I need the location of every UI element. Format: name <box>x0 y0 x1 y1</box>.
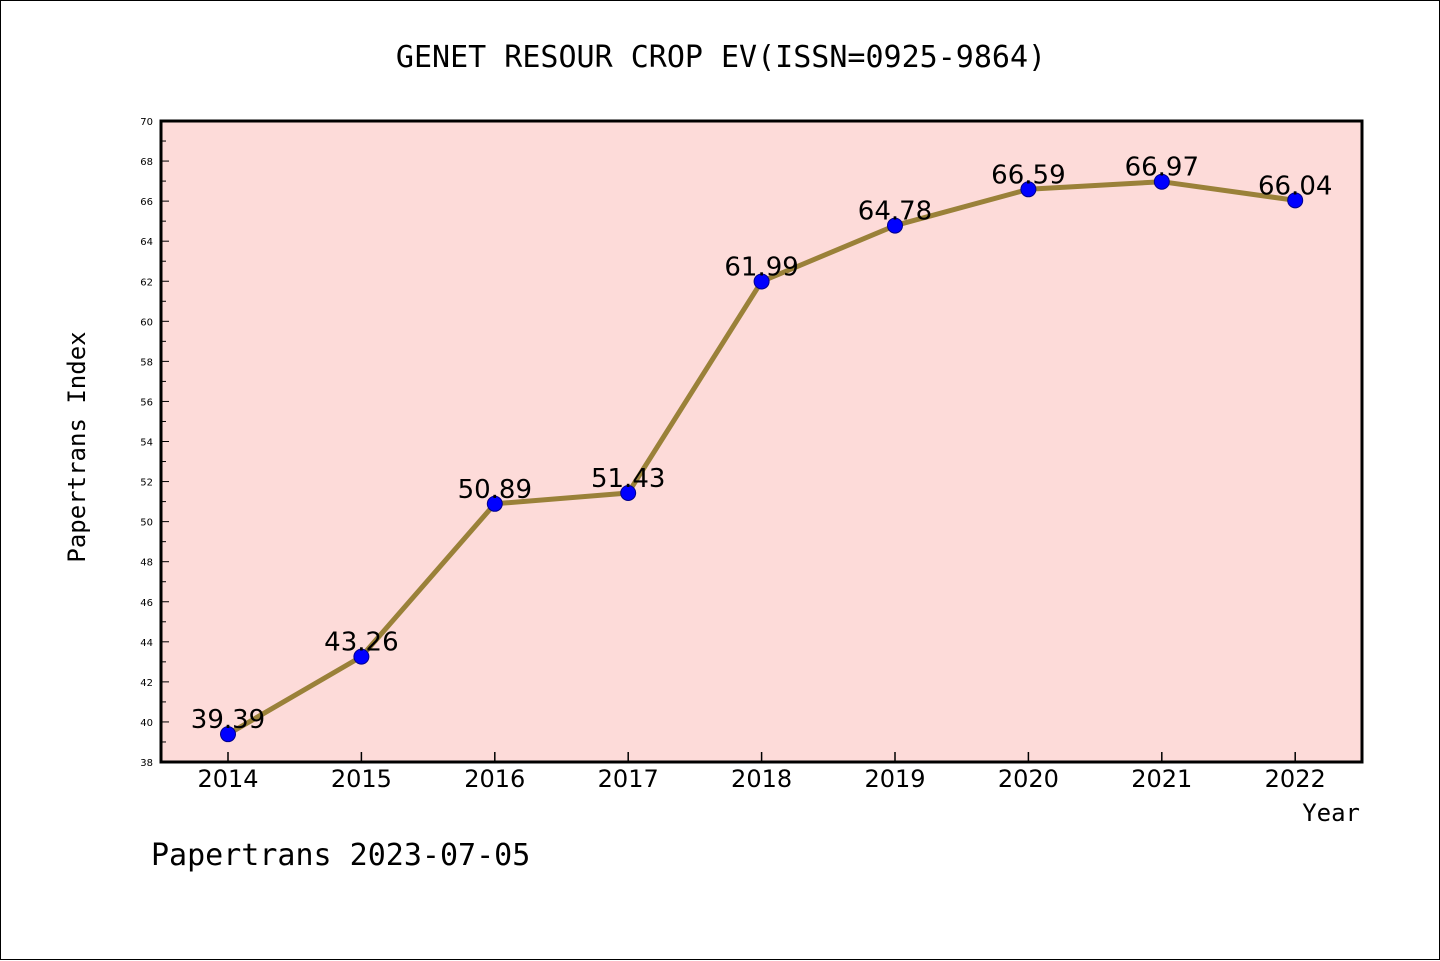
data-markers <box>220 173 1304 743</box>
y-tick-label: 56 <box>140 397 153 408</box>
y-tick-label: 52 <box>140 478 153 489</box>
y-tick-label: 64 <box>140 237 153 248</box>
y-axis-label: Papertrans Index <box>63 331 91 562</box>
y-tick-label: 54 <box>140 438 153 449</box>
x-axis-label: Year <box>1302 799 1360 827</box>
x-tick-label: 2022 <box>1265 765 1326 793</box>
y-axis: 38 40 42 44 46 48 50 52 54 56 58 60 62 64 66 68 70 <box>140 117 169 769</box>
y-tick-label: 66 <box>140 197 153 208</box>
y-tick-label: 50 <box>140 518 153 529</box>
data-point <box>353 648 370 665</box>
y-tick-label: 70 <box>140 117 153 128</box>
data-point <box>620 484 637 501</box>
y-tick-label: 46 <box>140 598 153 609</box>
data-point <box>486 495 503 512</box>
y-tick-label: 48 <box>140 558 153 569</box>
x-tick-label: 2018 <box>731 765 792 793</box>
data-label: 64.78 <box>858 197 932 227</box>
x-tick-label: 2017 <box>598 765 659 793</box>
x-tick-label: 2021 <box>1131 765 1192 793</box>
data-label: 66.04 <box>1258 171 1332 201</box>
y-tick-label: 40 <box>140 718 153 729</box>
y-tick-label: 58 <box>140 357 153 368</box>
x-tick-label: 2014 <box>197 765 258 793</box>
data-label: 66.59 <box>991 160 1065 190</box>
y-tick-label: 38 <box>140 758 153 769</box>
x-tick-label: 2015 <box>331 765 392 793</box>
data-label: 50.89 <box>458 475 532 505</box>
data-point <box>1287 192 1304 209</box>
data-label: 43.26 <box>324 628 398 658</box>
data-label: 51.43 <box>591 464 665 494</box>
data-point <box>1153 173 1170 190</box>
x-tick-label: 2019 <box>864 765 925 793</box>
x-tick-label: 2020 <box>998 765 1059 793</box>
y-tick-label: 60 <box>140 317 153 328</box>
y-tick-label: 62 <box>140 277 153 288</box>
y-tick-label: 68 <box>140 157 153 168</box>
data-point <box>887 217 903 234</box>
data-point <box>1020 181 1037 198</box>
chart-title: GENET RESOUR CROP EV(ISSN=0925-9864) <box>396 40 1046 75</box>
x-axis: 2014 2015 2016 2017 2018 2019 2020 2021 2022 <box>197 752 1326 793</box>
x-tick-label: 2016 <box>464 765 525 793</box>
data-label: 61.99 <box>724 252 798 282</box>
data-label: 66.97 <box>1125 153 1199 183</box>
y-tick-label: 44 <box>140 638 153 649</box>
y-tick-label: 42 <box>140 678 153 689</box>
footer-text: Papertrans 2023-07-05 <box>151 838 530 873</box>
data-label: 39.39 <box>191 705 265 735</box>
data-point <box>753 273 770 290</box>
data-labels: 39.39 43.26 50.89 51.43 61.99 64.78 66.59 66.97… <box>191 153 1333 735</box>
data-point <box>220 726 236 743</box>
